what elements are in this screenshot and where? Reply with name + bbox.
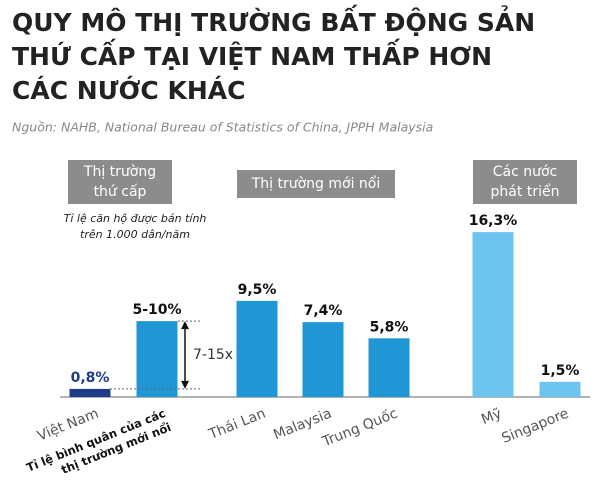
bar <box>69 388 111 397</box>
group-label: Các nước <box>493 164 558 180</box>
title-line: QUY MÔ THỊ TRƯỜNG BẤT ĐỘNG SẢN <box>12 4 535 37</box>
group-label: phát triển <box>491 183 560 200</box>
bar <box>539 381 581 397</box>
bar <box>236 300 278 397</box>
value-label: 16,3% <box>469 213 518 229</box>
bar <box>136 321 178 397</box>
bar <box>368 338 410 397</box>
value-label: 5,8% <box>370 319 409 335</box>
value-label: 1,5% <box>541 363 580 379</box>
bar <box>472 232 514 397</box>
group-label: thứ cấp <box>94 184 147 200</box>
title: QUY MÔ THỊ TRƯỜNG BẤT ĐỘNG SẢN THỨ CẤP T… <box>12 4 535 105</box>
annotation: 7-15x <box>193 347 233 363</box>
value-label: 9,5% <box>238 282 277 298</box>
arrow-head <box>181 321 189 330</box>
category-label-line: Singapore <box>500 406 571 447</box>
title-line: CÁC NƯỚC KHÁC <box>12 75 245 105</box>
group-label: Thị trường <box>83 164 156 180</box>
group-box <box>68 160 172 204</box>
category-label-line: Trung Quốc <box>319 405 400 451</box>
group-box <box>473 160 577 204</box>
note: trên 1.000 dân/năm <box>80 228 190 241</box>
category-label: Mỹ <box>479 406 504 428</box>
category-label-line: Mỹ <box>479 406 504 428</box>
category-label: Thái Lan <box>206 406 268 444</box>
category-label: Singapore <box>500 406 571 447</box>
category-label-line: Thái Lan <box>206 406 268 444</box>
category-label: Trung Quốc <box>319 405 400 451</box>
note: Tỉ lệ căn hộ được bán tính <box>64 212 207 225</box>
value-label: 0,8% <box>71 370 110 386</box>
arrow-head <box>181 380 189 389</box>
value-label: 5-10% <box>132 302 181 318</box>
group-box <box>237 170 395 198</box>
group-label: Thị trường mới nổi <box>251 175 381 192</box>
value-label: 7,4% <box>304 303 343 319</box>
title-line: THỨ CẤP TẠI VIỆT NAM THẤP HƠN <box>12 38 492 71</box>
bar <box>302 322 344 397</box>
source: Nguồn: NAHB, National Bureau of Statisti… <box>12 120 433 135</box>
